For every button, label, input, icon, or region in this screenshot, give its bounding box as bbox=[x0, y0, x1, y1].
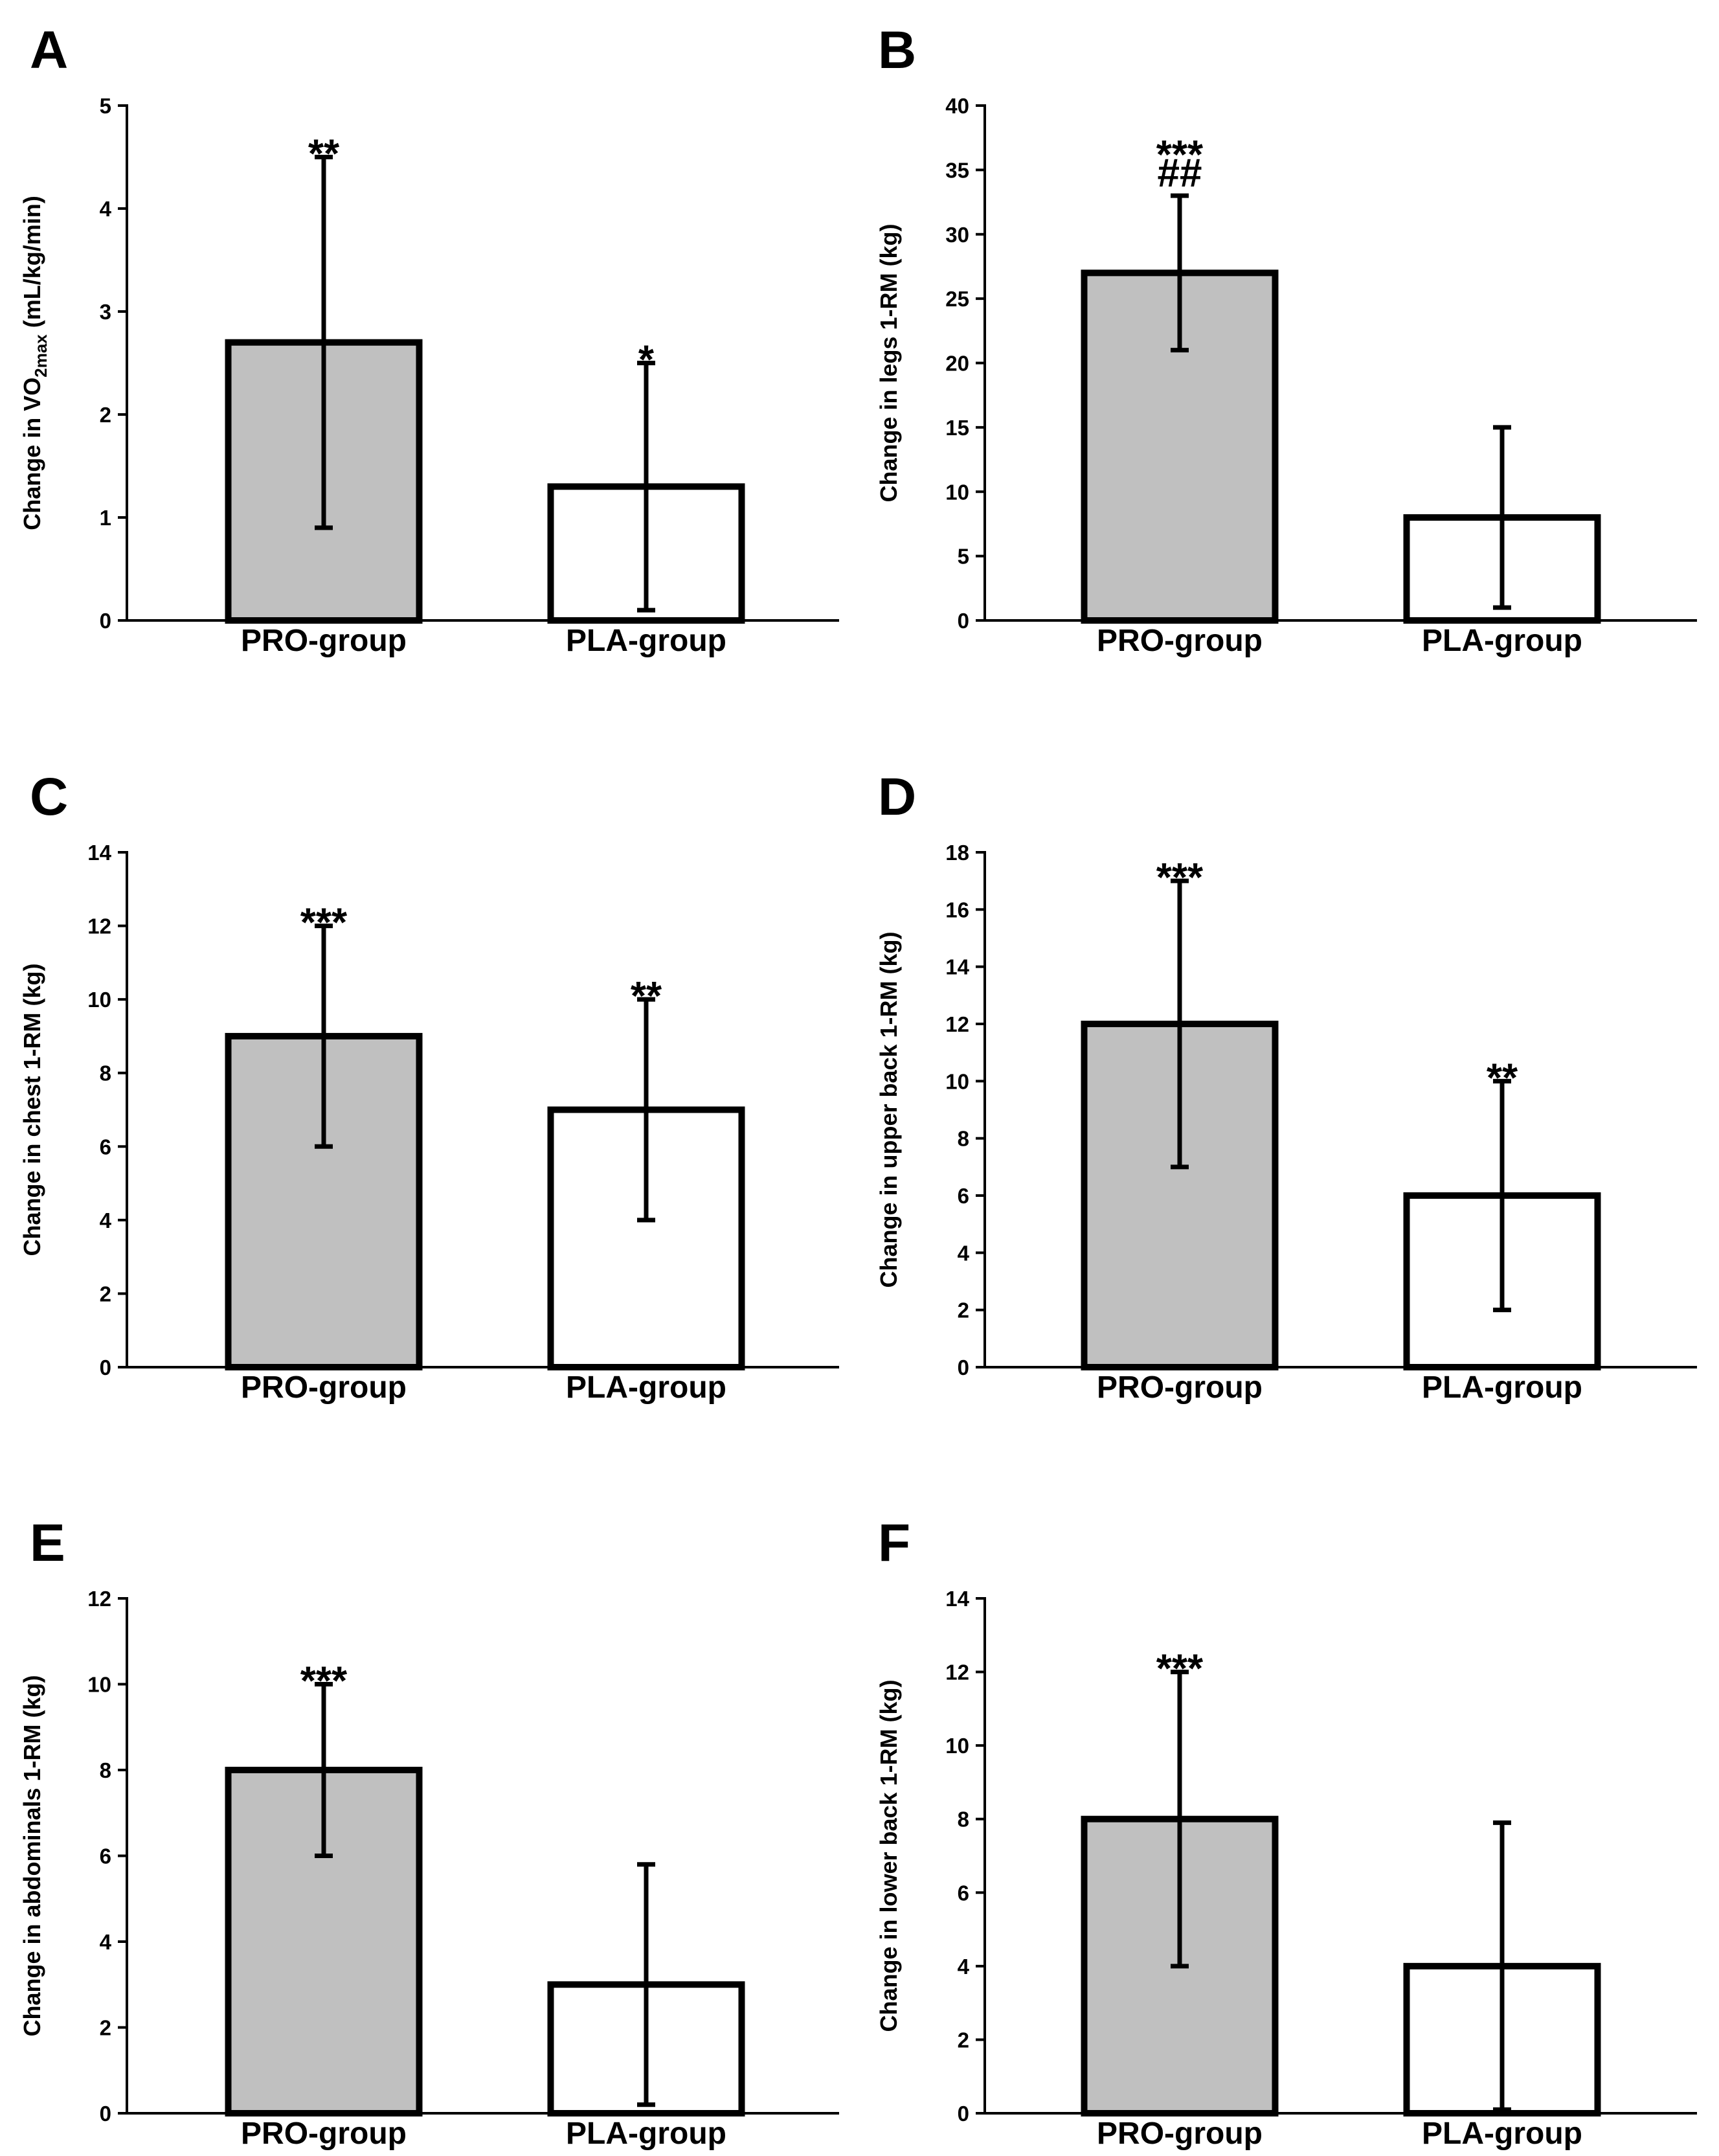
y-tick-label: 10 bbox=[945, 480, 969, 504]
y-tick-label: 8 bbox=[100, 1758, 111, 1782]
y-tick-label: 0 bbox=[958, 2102, 969, 2126]
y-tick-label: 30 bbox=[945, 223, 969, 247]
y-tick-label: 0 bbox=[958, 609, 969, 633]
pla-group-significance-mark: ** bbox=[1487, 1056, 1518, 1100]
y-axis-title: Change in chest 1-RM (kg) bbox=[19, 963, 45, 1256]
y-tick-label: 2 bbox=[958, 2028, 969, 2052]
pla-group-label: PLA-group bbox=[1422, 624, 1582, 658]
y-axis-title: Change in lower back 1-RM (kg) bbox=[875, 1679, 902, 2032]
y-tick-label: 20 bbox=[945, 352, 969, 376]
y-tick-label: 2 bbox=[100, 1282, 111, 1306]
y-tick-label: 25 bbox=[945, 287, 969, 311]
pla-group-label: PLA-group bbox=[566, 2116, 726, 2151]
panel-letter: F bbox=[878, 1514, 910, 1572]
y-tick-label: 2 bbox=[958, 1299, 969, 1322]
panel-letter: A bbox=[30, 21, 68, 80]
y-tick-label: 2 bbox=[100, 403, 111, 427]
y-tick-label: 15 bbox=[945, 416, 969, 440]
y-tick-label: 0 bbox=[958, 1356, 969, 1379]
panel-letter: E bbox=[30, 1514, 65, 1572]
pro-group-label: PRO-group bbox=[1097, 2116, 1263, 2151]
panel-letter: B bbox=[878, 21, 916, 80]
y-tick-label: 8 bbox=[100, 1061, 111, 1085]
pla-group-label: PLA-group bbox=[566, 624, 726, 658]
y-tick-label: 12 bbox=[945, 1012, 969, 1036]
y-tick-label: 14 bbox=[87, 841, 111, 865]
y-tick-label: 4 bbox=[958, 1241, 970, 1265]
y-tick-label: 16 bbox=[945, 898, 969, 922]
pro-group-significance-mark: *** bbox=[1156, 133, 1204, 177]
y-tick-label: 35 bbox=[945, 158, 969, 182]
pro-group-significance-mark: *** bbox=[300, 1659, 348, 1704]
pro-group-significance-mark: ** bbox=[308, 132, 340, 177]
y-axis-title-main: Change in VO bbox=[19, 378, 45, 530]
y-axis-title-main: Change in abdominals 1-RM (kg) bbox=[19, 1675, 45, 2036]
y-axis-title-unit: (mL/kg/min) bbox=[19, 196, 45, 334]
y-tick-label: 6 bbox=[100, 1135, 111, 1159]
y-axis-title-main: Change in chest 1-RM (kg) bbox=[19, 963, 45, 1256]
panel-e: E Change in abdominals 1-RM (kg) 0 2 4 6 8 10 12… bbox=[19, 1514, 839, 2151]
pla-group-significance-mark: * bbox=[638, 338, 655, 383]
y-tick-label: 18 bbox=[945, 841, 969, 865]
y-tick-label: 14 bbox=[945, 955, 969, 979]
y-tick-label: 10 bbox=[87, 988, 111, 1012]
panel-letter: C bbox=[30, 767, 68, 826]
y-tick-label: 4 bbox=[100, 1930, 112, 1954]
y-tick-label: 6 bbox=[958, 1184, 969, 1208]
panel-b: B Change in legs 1-RM (kg) 0 5 10 15 20 25 30 35 4… bbox=[875, 21, 1697, 658]
y-axis-title-main: Change in upper back 1-RM (kg) bbox=[875, 931, 902, 1288]
panel-letter: D bbox=[878, 767, 916, 826]
y-axis-title-main: Change in lower back 1-RM (kg) bbox=[875, 1679, 902, 2032]
y-axis-title: Change in legs 1-RM (kg) bbox=[875, 223, 902, 502]
y-axis-title: Change in VO2max (mL/kg/min) bbox=[19, 196, 51, 530]
panel-f: F Change in lower back 1-RM (kg) 0 2 4 6 8 10 12… bbox=[875, 1514, 1697, 2151]
pla-group-significance-mark: ** bbox=[631, 974, 662, 1019]
y-tick-label: 8 bbox=[958, 1808, 969, 1832]
y-tick-label: 12 bbox=[945, 1661, 969, 1685]
pro-group-significance-mark: ## bbox=[1158, 151, 1202, 196]
pro-group-significance-mark: *** bbox=[1156, 856, 1204, 900]
y-tick-label: 8 bbox=[958, 1127, 969, 1151]
y-tick-label: 10 bbox=[87, 1673, 111, 1697]
pro-group-label: PRO-group bbox=[1097, 1370, 1263, 1405]
pro-group-significance-mark: *** bbox=[1156, 1647, 1204, 1692]
y-axis-title: Change in abdominals 1-RM (kg) bbox=[19, 1675, 45, 2036]
y-tick-label: 14 bbox=[945, 1587, 969, 1611]
pro-group-label: PRO-group bbox=[1097, 624, 1263, 658]
y-tick-label: 4 bbox=[100, 1208, 112, 1232]
y-tick-label: 10 bbox=[945, 1734, 969, 1758]
y-tick-label: 0 bbox=[100, 2102, 111, 2126]
pla-group-label: PLA-group bbox=[1422, 2116, 1582, 2151]
y-tick-label: 2 bbox=[100, 2016, 111, 2040]
y-axis-title: Change in upper back 1-RM (kg) bbox=[875, 931, 902, 1288]
y-axis-title-main: Change in legs 1-RM (kg) bbox=[875, 223, 902, 502]
pro-group-label: PRO-group bbox=[241, 624, 407, 658]
y-tick-label: 0 bbox=[100, 1356, 111, 1379]
y-tick-label: 40 bbox=[945, 94, 969, 118]
y-tick-label: 4 bbox=[100, 197, 112, 221]
y-tick-label: 12 bbox=[87, 914, 111, 938]
y-tick-label: 3 bbox=[100, 300, 111, 324]
pro-group-label: PRO-group bbox=[241, 2116, 407, 2151]
y-tick-label: 5 bbox=[100, 94, 111, 118]
y-tick-label: 6 bbox=[100, 1844, 111, 1868]
y-tick-label: 6 bbox=[958, 1881, 969, 1905]
y-tick-label: 1 bbox=[100, 506, 111, 530]
panel-a: A Change in VO2max (mL/kg/min) 0 1 2 3 4 5 ** PRO… bbox=[19, 21, 839, 658]
pro-group-significance-mark: *** bbox=[300, 901, 348, 946]
pro-group-label: PRO-group bbox=[241, 1370, 407, 1405]
y-axis-title-subscript: 2max bbox=[31, 334, 51, 378]
y-tick-label: 0 bbox=[100, 609, 111, 633]
y-tick-label: 5 bbox=[958, 545, 969, 569]
pla-group-label: PLA-group bbox=[566, 1370, 726, 1405]
panel-d: D Change in upper back 1-RM (kg) 0 2 4 6 8 10 12… bbox=[875, 767, 1697, 1405]
pla-group-label: PLA-group bbox=[1422, 1370, 1582, 1405]
y-tick-label: 12 bbox=[87, 1587, 111, 1611]
y-tick-label: 4 bbox=[958, 1955, 970, 1979]
y-tick-label: 10 bbox=[945, 1069, 969, 1093]
